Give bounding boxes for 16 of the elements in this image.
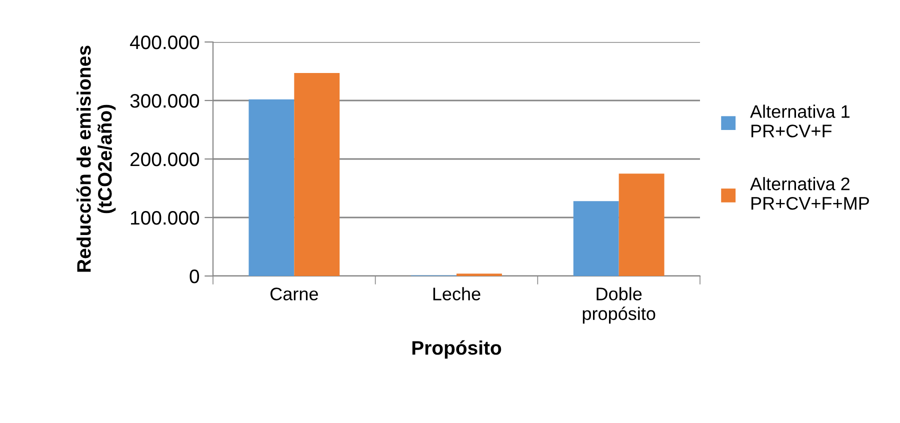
legend-label: Alternativa 1 PR+CV+F — [750, 104, 850, 138]
y-tick-label: 200.000 — [130, 152, 200, 166]
bar — [573, 201, 619, 276]
x-tick-label: Doble propósito — [582, 287, 656, 324]
legend-label: Alternativa 2 PR+CV+F+MP — [750, 177, 869, 210]
bar — [248, 99, 294, 276]
x-axis-title: Propósito — [412, 340, 502, 359]
y-tick-label: 400.000 — [130, 35, 200, 50]
y-tick-label: 0 — [190, 269, 200, 284]
bar — [618, 174, 664, 276]
x-tick-label: Leche — [433, 287, 480, 300]
x-tick-label: Carne — [270, 288, 318, 300]
bar — [294, 73, 340, 276]
y-axis-title: Reducción de emisiones (tCO2e/año) — [76, 46, 116, 272]
y-tick-label: 300.000 — [130, 94, 200, 108]
y-tick-label: 100.000 — [131, 210, 200, 225]
